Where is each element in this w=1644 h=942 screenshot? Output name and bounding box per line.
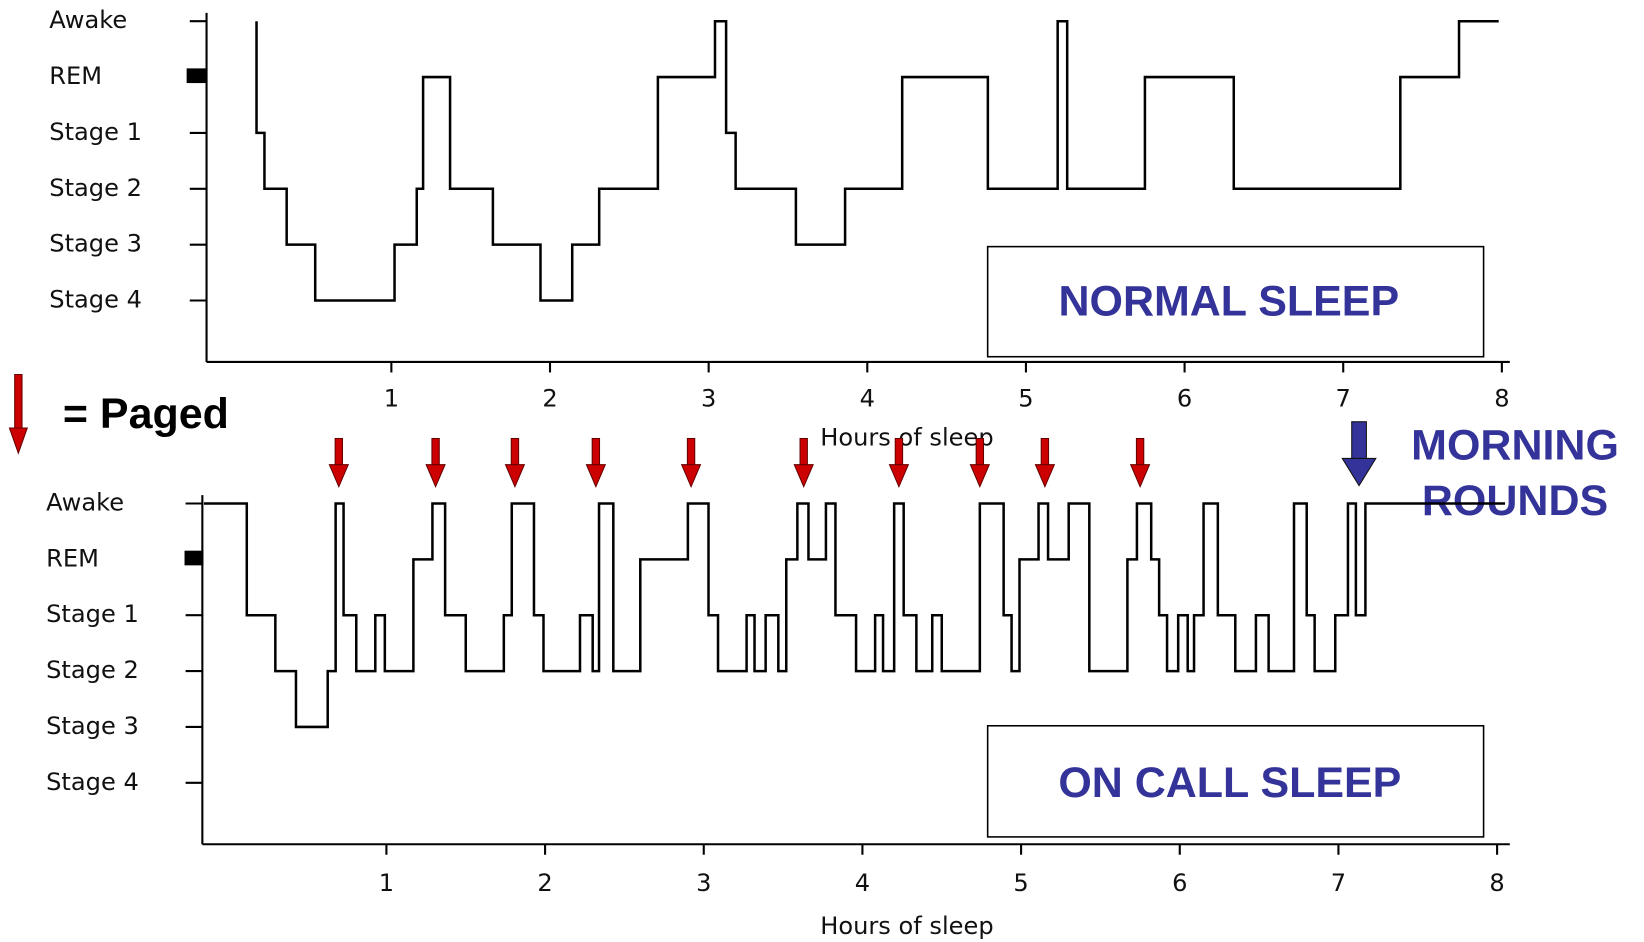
- annotation: NORMAL SLEEP: [1059, 278, 1400, 326]
- x-tick-label: 5: [1018, 385, 1033, 413]
- annotation-box: [986, 245, 1485, 358]
- paged-arrow: [888, 437, 910, 489]
- y-tick-label: Stage 4: [49, 286, 142, 314]
- x-axis-title: Hours of sleep: [820, 423, 993, 451]
- paged-arrow: [328, 437, 350, 489]
- x-tick-label: 5: [1013, 869, 1028, 897]
- y-tick-label: Stage 1: [49, 118, 142, 146]
- morning-rounds-label: MORNING ROUNDS: [1411, 420, 1619, 525]
- legend-label: = Paged: [63, 390, 229, 438]
- y-tick-label: REM: [46, 544, 99, 572]
- x-tick-label: 2: [537, 869, 552, 897]
- annotation-box: [986, 724, 1485, 838]
- x-axis-title: Hours of sleep: [820, 912, 993, 940]
- x-tick-label: 6: [1172, 869, 1187, 897]
- paged-arrow: [1034, 437, 1056, 489]
- y-tick-label: Stage 2: [46, 656, 139, 684]
- x-tick-label: 6: [1177, 385, 1192, 413]
- x-tick-label: 7: [1336, 385, 1351, 413]
- morning-rounds-arrow: [1341, 421, 1377, 487]
- y-tick-label: Awake: [46, 488, 124, 516]
- x-tick-label: 1: [379, 869, 394, 897]
- legend-arrow: [8, 374, 29, 455]
- y-tick-label: Awake: [49, 6, 127, 34]
- y-tick-label: Stage 3: [46, 712, 139, 740]
- x-tick-label: 4: [860, 385, 875, 413]
- rem-marker: [184, 550, 204, 566]
- x-tick-label: 7: [1331, 869, 1346, 897]
- hypnogram-line: [203, 502, 1506, 729]
- hypnogram-line: [255, 19, 1499, 302]
- x-tick-label: 1: [384, 385, 399, 413]
- paged-arrow: [504, 437, 526, 489]
- y-tick-label: REM: [49, 62, 102, 90]
- y-tick-label: Stage 2: [49, 174, 142, 202]
- paged-arrow: [425, 437, 446, 489]
- y-tick-label: Stage 3: [49, 230, 142, 258]
- morning-rounds-box: MORNING ROUNDS: [1411, 420, 1619, 525]
- y-tick-label: Stage 1: [46, 600, 139, 628]
- x-tick-label: 8: [1489, 869, 1504, 897]
- x-tick-label: 4: [855, 869, 870, 897]
- x-tick-label: 2: [542, 385, 557, 413]
- x-tick-label: 3: [696, 869, 711, 897]
- paged-arrow: [969, 437, 991, 489]
- paged-arrow: [680, 437, 702, 489]
- x-tick-label: 3: [701, 385, 716, 413]
- rem-marker: [186, 68, 206, 84]
- paged-arrow: [585, 437, 607, 489]
- y-tick-label: Stage 4: [46, 768, 139, 796]
- annotation: ON CALL SLEEP: [1058, 759, 1401, 807]
- x-tick-label: 8: [1494, 385, 1509, 413]
- paged-arrow: [1129, 437, 1151, 489]
- paged-arrow: [793, 437, 814, 489]
